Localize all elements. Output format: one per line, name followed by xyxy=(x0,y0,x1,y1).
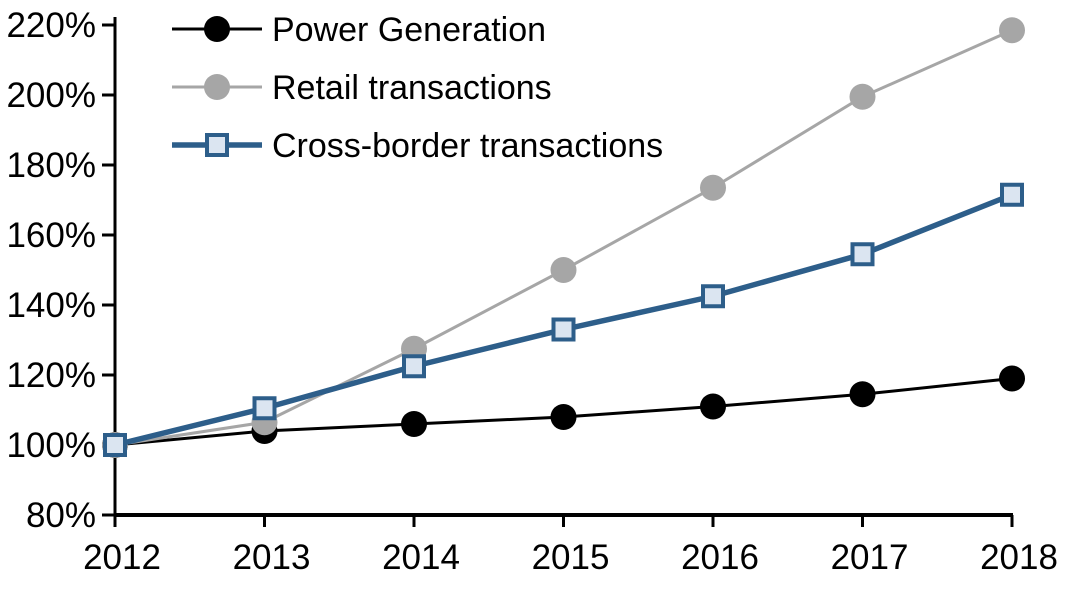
x-tick-label: 2012 xyxy=(83,538,161,577)
legend-label: Retail transactions xyxy=(272,69,552,107)
marker-cross-border-transactions-2018 xyxy=(1000,182,1024,207)
legend-marker-square-icon xyxy=(205,133,229,157)
marker-cross-border-transactions-2015 xyxy=(551,317,576,342)
marker-cross-border-transactions-2017 xyxy=(850,242,875,267)
series-cross-border-transactions xyxy=(103,182,1024,457)
series-retail-transactions xyxy=(102,17,1025,458)
marker-cross-border-transactions-2014 xyxy=(402,354,426,379)
y-tick-label: 100% xyxy=(6,426,96,465)
x-tick-label: 2015 xyxy=(532,538,610,577)
marker-power-generation-2018 xyxy=(999,365,1025,392)
marker-retail-transactions-2015 xyxy=(550,257,577,283)
y-tick-label: 140% xyxy=(6,286,96,325)
y-tick-label: 220% xyxy=(6,6,96,45)
legend-item-power-generation: Power Generation xyxy=(172,11,546,49)
y-tick-label: 180% xyxy=(6,146,96,185)
x-tick-label: 2017 xyxy=(831,538,909,577)
marker-retail-transactions-2017 xyxy=(849,83,876,110)
legend-item-retail-transactions: Retail transactions xyxy=(172,69,552,107)
y-tick-label: 160% xyxy=(6,216,96,255)
x-tick-label: 2014 xyxy=(382,538,460,577)
marker-cross-border-transactions-2012 xyxy=(103,433,127,457)
marker-retail-transactions-2016 xyxy=(700,174,726,201)
x-tick-label: 2016 xyxy=(681,538,759,577)
marker-cross-border-transactions-2016 xyxy=(701,284,725,309)
marker-power-generation-2014 xyxy=(401,411,427,437)
marker-retail-transactions-2018 xyxy=(999,17,1025,44)
marker-power-generation-2016 xyxy=(700,393,726,420)
x-tick-label: 2013 xyxy=(233,538,311,577)
legend-label: Power Generation xyxy=(272,11,546,49)
x-tick-label: 2018 xyxy=(980,538,1058,577)
legend-marker-circle-icon xyxy=(204,74,230,100)
legend-marker-circle-icon xyxy=(204,16,230,42)
legend-label: Cross-border transactions xyxy=(272,127,663,165)
legend: Power Generation Retail transactions Cross… xyxy=(172,11,663,165)
legend-item-cross-border-transactions: Cross-border transactions xyxy=(172,127,663,165)
marker-power-generation-2015 xyxy=(550,404,577,430)
y-tick-label: 120% xyxy=(6,356,96,395)
series-line-retail-transactions xyxy=(114,28,1013,447)
y-tick-label: 80% xyxy=(26,496,96,535)
marker-power-generation-2017 xyxy=(849,381,876,408)
y-tick-label: 200% xyxy=(6,76,96,115)
marker-cross-border-transactions-2013 xyxy=(252,396,277,421)
